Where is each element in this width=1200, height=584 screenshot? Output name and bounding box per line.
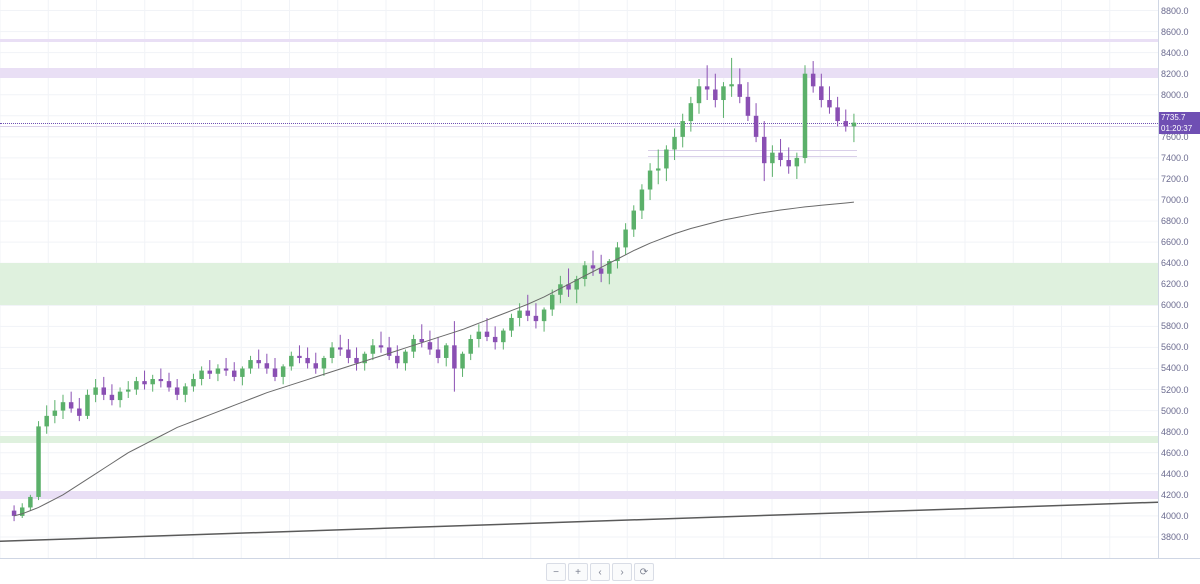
y-tick-label: 5200.0 <box>1161 385 1189 395</box>
countdown-tag: 01:20:37 <box>1159 123 1200 134</box>
y-tick-label: 4400.0 <box>1161 469 1189 479</box>
y-tick-label: 6000.0 <box>1161 300 1189 310</box>
y-tick-label: 5000.0 <box>1161 406 1189 416</box>
y-tick-label: 7000.0 <box>1161 195 1189 205</box>
y-axis: 3800.0 4000.0 4200.0 4400.0 4600.0 4800.0 5000… <box>1158 0 1200 558</box>
y-tick-label: 5400.0 <box>1161 363 1189 373</box>
y-tick-label: 8000.0 <box>1161 90 1189 100</box>
y-tick-label: 6600.0 <box>1161 237 1189 247</box>
y-tick-label: 8200.0 <box>1161 69 1189 79</box>
y-tick-label: 7400.0 <box>1161 153 1189 163</box>
bottom-panel: −+‹›⟳ <box>0 558 1200 584</box>
y-tick-label: 6200.0 <box>1161 279 1189 289</box>
y-tick-label: 8400.0 <box>1161 48 1189 58</box>
y-tick-label: 8600.0 <box>1161 27 1189 37</box>
reset-icon[interactable]: ⟳ <box>634 563 654 581</box>
y-tick-label: 4800.0 <box>1161 427 1189 437</box>
y-tick-label: 5600.0 <box>1161 342 1189 352</box>
zoom-in-icon[interactable]: + <box>568 563 588 581</box>
zoom-out-icon[interactable]: − <box>546 563 566 581</box>
current-price-tag: 7735.7 <box>1159 112 1200 123</box>
y-tick-label: 4600.0 <box>1161 448 1189 458</box>
scroll-left-icon[interactable]: ‹ <box>590 563 610 581</box>
y-tick-label: 8800.0 <box>1161 6 1189 16</box>
y-tick-label: 3800.0 <box>1161 532 1189 542</box>
chart-plot[interactable] <box>0 0 1158 558</box>
bottom-indicator-line <box>0 0 1158 558</box>
y-tick-label: 4000.0 <box>1161 511 1189 521</box>
y-tick-label: 6800.0 <box>1161 216 1189 226</box>
chart-toolbar: −+‹›⟳ <box>546 563 654 581</box>
y-tick-label: 4200.0 <box>1161 490 1189 500</box>
y-tick-label: 6400.0 <box>1161 258 1189 268</box>
y-tick-label: 5800.0 <box>1161 321 1189 331</box>
scroll-right-icon[interactable]: › <box>612 563 632 581</box>
y-tick-label: 7200.0 <box>1161 174 1189 184</box>
